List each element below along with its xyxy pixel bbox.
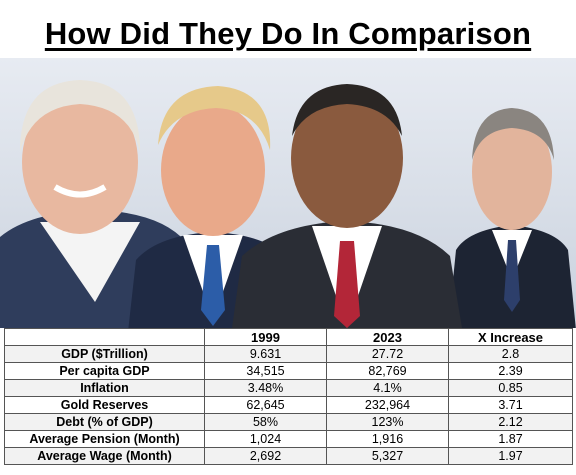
header-x-increase: X Increase [448,328,573,346]
header-2023: 2023 [326,328,449,346]
row-label: Average Pension (Month) [4,430,205,448]
cell-2023: 27.72 [326,345,449,363]
cell-1999: 62,645 [204,396,327,414]
cell-1999: 58% [204,413,327,431]
row-label: Per capita GDP [4,362,205,380]
portrait-person-4 [448,80,576,328]
header-metric [4,328,205,346]
row-label: GDP ($Trillion) [4,345,205,363]
table-row: Per capita GDP 34,515 82,769 2.39 [4,362,573,380]
comparison-table: 1999 2023 X Increase GDP ($Trillion) 9.6… [4,328,573,465]
table-row: Gold Reserves 62,645 232,964 3.71 [4,396,573,414]
cell-x-increase: 1.87 [448,430,573,448]
title-bar: How Did They Do In Comparison [0,0,576,64]
cell-2023: 4.1% [326,379,449,397]
table-row: Inflation 3.48% 4.1% 0.85 [4,379,573,397]
cell-2023: 232,964 [326,396,449,414]
portrait-person-3 [232,76,462,328]
comparison-table-wrap: 1999 2023 X Increase GDP ($Trillion) 9.6… [4,328,573,473]
header-1999: 1999 [204,328,327,346]
cell-x-increase: 2.12 [448,413,573,431]
table-row: Average Wage (Month) 2,692 5,327 1.97 [4,447,573,465]
cell-1999: 1,024 [204,430,327,448]
cell-x-increase: 0.85 [448,379,573,397]
page-title: How Did They Do In Comparison [44,16,532,51]
cell-1999: 2,692 [204,447,327,465]
row-label: Inflation [4,379,205,397]
cell-2023: 82,769 [326,362,449,380]
row-label: Gold Reserves [4,396,205,414]
cell-x-increase: 1.97 [448,447,573,465]
cell-x-increase: 2.39 [448,362,573,380]
row-label: Debt (% of GDP) [4,413,205,431]
table-row: Average Pension (Month) 1,024 1,916 1.87 [4,430,573,448]
table-row: Debt (% of GDP) 58% 123% 2.12 [4,413,573,431]
cell-x-increase: 2.8 [448,345,573,363]
cell-1999: 9.631 [204,345,327,363]
cell-x-increase: 3.71 [448,396,573,414]
row-label: Average Wage (Month) [4,447,205,465]
cell-2023: 123% [326,413,449,431]
cell-2023: 1,916 [326,430,449,448]
cell-2023: 5,327 [326,447,449,465]
portrait-collage [0,58,576,328]
cell-1999: 34,515 [204,362,327,380]
table-header-row: 1999 2023 X Increase [4,328,573,346]
cell-1999: 3.48% [204,379,327,397]
table-row: GDP ($Trillion) 9.631 27.72 2.8 [4,345,573,363]
